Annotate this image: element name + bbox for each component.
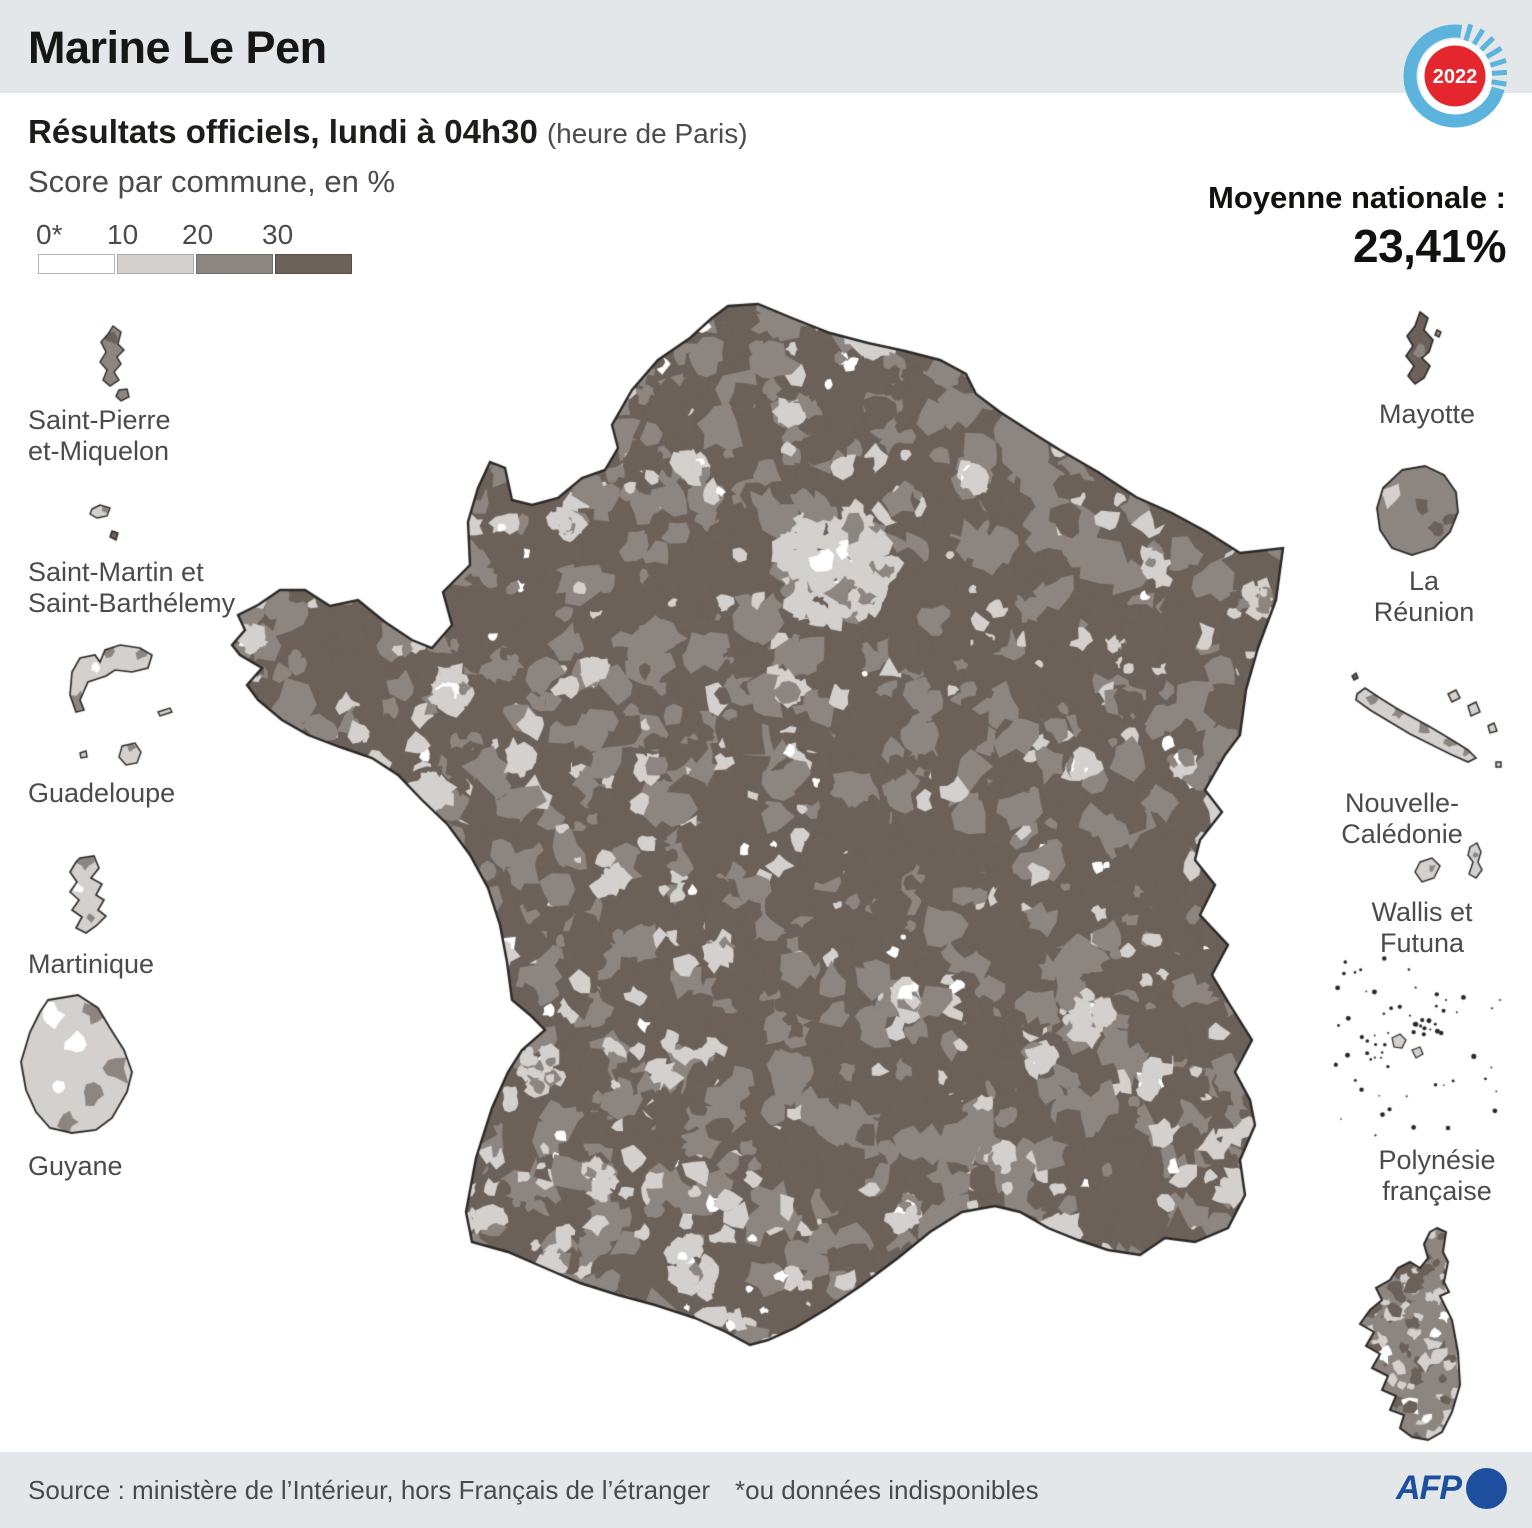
score-unit-label: Score par commune, en % [28,164,396,199]
results-subtitle-bold: Résultats officiels, lundi à 04h30 [28,113,538,150]
legend-tick-10: 10 [107,219,139,250]
label-polynesie-francaise: Polynésie française [1378,1145,1496,1206]
legend-swatch-30 [275,254,352,274]
legend-swatch-0 [38,254,115,274]
label-la-reunion: La Réunion [1373,566,1475,627]
badge-ring [1403,24,1507,128]
label-guyane: Guyane [28,1151,123,1181]
label-guadeloupe: Guadeloupe [28,778,176,808]
asterisk-note: *ou données indisponibles [735,1475,1039,1505]
footer-band [0,1452,1532,1528]
label-wallis-et-futuna: Wallis et Futuna [1371,897,1473,958]
national-average-value: 23,41% [1352,220,1507,272]
label-mayotte: Mayotte [1378,399,1476,429]
afp-logo-dot-icon [1466,1467,1507,1509]
badge-rays [1463,23,1508,87]
afp-logo-text: AFP [1396,1468,1462,1507]
legend-swatch-10 [117,254,194,274]
afp-logo: AFP [1396,1466,1507,1510]
badge-red-disc [1424,45,1486,107]
candidate-title: Marine Le Pen [28,22,327,73]
label-nouvelle-caledonie: Nouvelle-Calédonie [1341,788,1463,849]
results-subtitle: Résultats officiels, lundi à 04h30 (heure… [28,113,748,151]
legend-tick-0: 0* [36,219,63,250]
source-note: Source : ministère de l’Intérieur, hors … [28,1475,711,1505]
label-saint-martin-saint-barthelemy: Saint-Martin et Saint-Barthélemy [28,557,236,618]
legend-swatch-20 [196,254,273,274]
results-subtitle-light: (heure de Paris) [546,118,748,149]
year-badge: 2022 [1403,23,1508,128]
label-martinique: Martinique [28,949,155,979]
legend-tick-30: 30 [262,219,294,250]
national-average-block: Moyenne nationale : 23,41% [1208,180,1506,273]
national-average-label: Moyenne nationale : [1208,180,1506,215]
label-saint-pierre-et-miquelon: Saint-Pierre et-Miquelon [28,405,171,466]
badge-year-text: 2022 [1433,66,1478,88]
legend-tick-20: 20 [182,219,214,250]
header-band [0,0,1532,93]
